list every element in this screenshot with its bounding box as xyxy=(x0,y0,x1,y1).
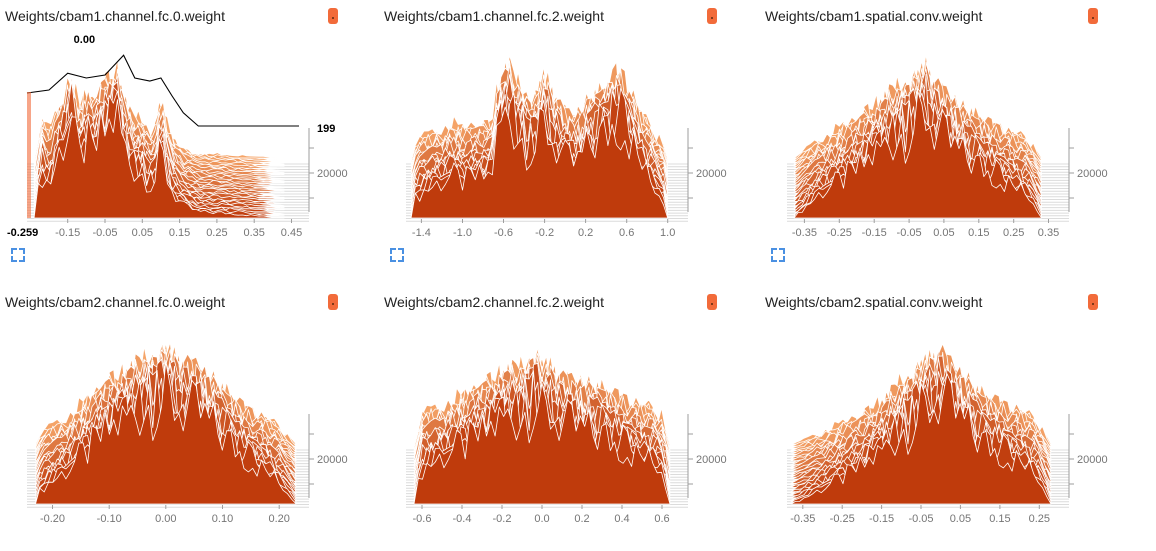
x-tick-label: 1.0 xyxy=(660,227,675,239)
chart-title: Weights/cbam1.channel.fc.2.weight xyxy=(384,8,604,24)
chart-title: Weights/cbam2.channel.fc.0.weight xyxy=(5,294,225,310)
x-tick-label: 0.15 xyxy=(169,227,190,239)
expand-icon[interactable] xyxy=(390,248,404,262)
histogram-slice xyxy=(410,106,669,219)
histogram-slice xyxy=(35,361,297,505)
hover-line xyxy=(26,54,299,127)
x-tick-label: -0.6 xyxy=(413,513,432,525)
histogram-card-6: Weights/cbam2.spatial.conv.weight -0.35-… xyxy=(765,286,1137,551)
chart-title: Weights/cbam2.spatial.conv.weight xyxy=(765,294,983,310)
color-swatch-icon[interactable] xyxy=(1088,8,1098,24)
x-tick-label: -0.6 xyxy=(494,227,513,239)
histogram-plot[interactable]: -0.20 -0.10 0.00 0.10 0.20 20000 xyxy=(5,316,377,526)
histogram-card-2: Weights/cbam1.channel.fc.2.weight -1.4 -1… xyxy=(384,0,756,265)
x-tick-label: 0.25 xyxy=(206,227,227,239)
x-tick-label: 0.05 xyxy=(950,513,971,525)
chart-title: Weights/cbam2.channel.fc.2.weight xyxy=(384,294,604,310)
x-tick-label: 0.6 xyxy=(654,513,669,525)
histogram-slice xyxy=(790,373,1052,505)
x-tick-label: -0.05 xyxy=(897,227,922,239)
x-tick-label: -0.05 xyxy=(92,227,117,239)
histogram-plot[interactable]: -0.35 -0.25 -0.15 -0.05 0.05 0.15 0.25 0.35 2000… xyxy=(765,30,1137,240)
x-tick-label: -1.0 xyxy=(453,227,472,239)
x-tick-label: 0.10 xyxy=(212,513,233,525)
chart-title: Weights/cbam1.channel.fc.0.weight xyxy=(5,8,225,24)
x-tick-label: 0.15 xyxy=(968,227,989,239)
x-tick-label: -0.15 xyxy=(869,513,894,525)
x-tick-label: 0.15 xyxy=(989,513,1010,525)
x-tick-label: 0.05 xyxy=(132,227,153,239)
y-tick-label: 20000 xyxy=(1077,454,1108,466)
histogram-card-3: Weights/cbam1.spatial.conv.weight -0.35-… xyxy=(765,0,1137,265)
x-tick-label: 0.2 xyxy=(578,227,593,239)
x-tick-label: 0.2 xyxy=(574,513,589,525)
histogram-card-4: Weights/cbam2.channel.fc.0.weight -0.20-… xyxy=(5,286,377,551)
histogram-plot[interactable]: -1.4 -1.0 -0.6 -0.2 0.2 0.6 1.0 20000 xyxy=(384,30,756,240)
y-tick-label: 20000 xyxy=(317,454,348,466)
x-tick-label: 0.4 xyxy=(614,513,629,525)
x-tick-label: 0.0 xyxy=(534,513,549,525)
y-tick-label: 20000 xyxy=(696,168,727,180)
x-tick-label: -0.2 xyxy=(535,227,554,239)
x-tick-label: -0.25 xyxy=(830,513,855,525)
histogram-plot[interactable]: -0.6 -0.4 -0.2 0.0 0.2 0.4 0.6 20000 xyxy=(384,316,756,526)
hover-step-label: 199 xyxy=(317,123,335,135)
histogram-slice xyxy=(793,91,1042,219)
x-tick-label: -0.25 xyxy=(827,227,852,239)
x-tick-label: 0.00 xyxy=(155,513,176,525)
expand-icon[interactable] xyxy=(11,248,25,262)
x-tick-label: 0.35 xyxy=(243,227,264,239)
x-tick-label: -0.20 xyxy=(40,513,65,525)
x-tick-label: -0.35 xyxy=(790,513,815,525)
histogram-plot[interactable]: -0.35 -0.25 -0.15 -0.05 0.05 0.15 0.25 20000 xyxy=(765,316,1137,526)
x-tick-label: -0.2 xyxy=(493,513,512,525)
x-tick-label: -1.4 xyxy=(412,227,431,239)
y-tick-label: 20000 xyxy=(1077,168,1108,180)
y-tick-label: 20000 xyxy=(696,454,727,466)
x-tick-label: -0.35 xyxy=(792,227,817,239)
expand-icon[interactable] xyxy=(771,248,785,262)
histogram-card-1: Weights/cbam1.channel.fc.0.weight -0.15-… xyxy=(5,0,377,265)
chart-title: Weights/cbam1.spatial.conv.weight xyxy=(765,8,983,24)
hover-x-value: 0.00 xyxy=(74,34,95,46)
histogram-slice xyxy=(413,383,671,505)
x-tick-label: -0.10 xyxy=(97,513,122,525)
y-tick-label: 20000 xyxy=(317,168,348,180)
x-tick-label: 0.20 xyxy=(268,513,289,525)
histogram-card-5: Weights/cbam2.channel.fc.2.weight -0.6 -0… xyxy=(384,286,756,551)
x-tick-label: 0.05 xyxy=(933,227,954,239)
color-swatch-icon[interactable] xyxy=(707,294,717,310)
color-swatch-icon[interactable] xyxy=(707,8,717,24)
x-tick-label: 0.25 xyxy=(1003,227,1024,239)
x-tick-label: 0.6 xyxy=(619,227,634,239)
histogram-plot[interactable]: -0.15 -0.05 0.05 0.15 0.25 0.35 0.45 20000 0.00 -… xyxy=(5,30,377,240)
x-tick-label: -0.05 xyxy=(908,513,933,525)
x-tick-label: -0.4 xyxy=(453,513,472,525)
color-swatch-icon[interactable] xyxy=(328,294,338,310)
histogram-slice xyxy=(33,99,285,219)
x-tick-label: 0.35 xyxy=(1038,227,1059,239)
x-tick-label: 0.25 xyxy=(1029,513,1050,525)
x-tick-label: -0.15 xyxy=(55,227,80,239)
color-swatch-icon[interactable] xyxy=(1088,294,1098,310)
x-tick-label: 0.45 xyxy=(281,227,302,239)
x-tick-label: -0.15 xyxy=(862,227,887,239)
hover-x-min-label: -0.259 xyxy=(7,227,38,239)
color-swatch-icon[interactable] xyxy=(328,8,338,24)
